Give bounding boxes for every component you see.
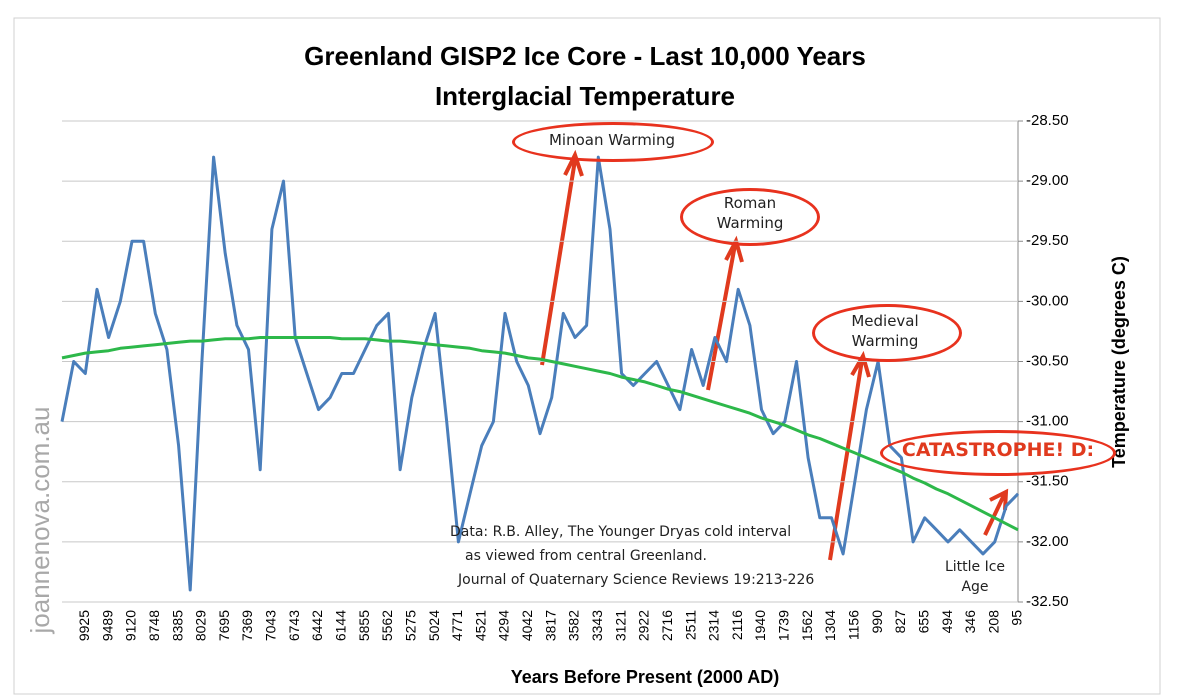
y-tick-label: -32.00 bbox=[1026, 533, 1069, 550]
x-tick-label: 5855 bbox=[356, 610, 372, 641]
annotation: Roman Warming bbox=[716, 194, 784, 232]
x-tick-label: 1739 bbox=[776, 610, 792, 641]
x-tick-label: 3817 bbox=[542, 610, 558, 641]
x-tick-label: 7043 bbox=[263, 610, 279, 641]
series-line bbox=[61, 336, 1019, 532]
x-tick-label: 4042 bbox=[519, 610, 535, 641]
y-tick-label: -29.50 bbox=[1026, 232, 1069, 249]
x-tick-label: 5562 bbox=[379, 610, 395, 641]
y-tick-label: -31.50 bbox=[1026, 473, 1069, 490]
x-tick-label: 3343 bbox=[589, 610, 605, 641]
y-tick-label: -28.50 bbox=[1026, 112, 1069, 129]
watermark: joannenova.com.au bbox=[25, 407, 55, 635]
y-tick-label: -32.50 bbox=[1026, 593, 1069, 610]
series-line bbox=[60, 155, 1020, 592]
annotation: CATASTROPHE! D: bbox=[901, 439, 1095, 461]
x-tick-label: 5024 bbox=[426, 610, 442, 641]
x-tick-label: 1562 bbox=[799, 610, 815, 641]
x-tick-label: 6743 bbox=[286, 610, 302, 641]
x-tick-label: 8029 bbox=[193, 610, 209, 641]
chart-title: Greenland GISP2 Ice Core - Last 10,000 Y… bbox=[304, 41, 866, 71]
x-tick-label: 6144 bbox=[333, 610, 349, 641]
annotation: Medieval Warming bbox=[851, 312, 919, 350]
x-tick-label: 6442 bbox=[309, 610, 325, 641]
y-tick-label: -29.00 bbox=[1026, 172, 1069, 189]
annotation: Little Ice Age bbox=[944, 559, 1006, 595]
y-axis-title: Temperature (degrees C) bbox=[1109, 256, 1129, 468]
x-tick-label: 2922 bbox=[636, 610, 652, 641]
x-axis-title: Years Before Present (2000 AD) bbox=[511, 667, 779, 687]
x-tick-label: 9489 bbox=[99, 610, 115, 641]
x-tick-label: 1940 bbox=[752, 610, 768, 641]
annotation-oval bbox=[680, 188, 820, 246]
x-tick-label: 827 bbox=[892, 610, 908, 634]
x-tick-label: 5275 bbox=[402, 610, 418, 641]
x-tick-label: 208 bbox=[985, 610, 1001, 634]
x-tick-label: 3121 bbox=[612, 610, 628, 641]
x-tick-label: 3582 bbox=[566, 610, 582, 641]
frame bbox=[13, 17, 1161, 695]
x-tick-label: 95 bbox=[1009, 610, 1025, 626]
x-tick-label: 990 bbox=[869, 610, 885, 634]
x-tick-label: 1304 bbox=[822, 610, 838, 641]
x-tick-label: 4521 bbox=[472, 610, 488, 641]
x-tick-label: 4771 bbox=[449, 610, 465, 641]
x-tick-label: 7695 bbox=[216, 610, 232, 641]
x-tick-label: 346 bbox=[962, 610, 978, 634]
x-tick-label: 494 bbox=[939, 610, 955, 634]
y-tick-label: -30.50 bbox=[1026, 352, 1069, 369]
annotation-oval bbox=[880, 430, 1116, 476]
x-tick-label: 4294 bbox=[496, 610, 512, 641]
note-line: Data: R.B. Alley, The Younger Dryas cold… bbox=[450, 524, 792, 540]
x-tick-label: 2716 bbox=[659, 610, 675, 641]
x-tick-label: 2511 bbox=[682, 610, 698, 640]
x-tick-label: 655 bbox=[915, 610, 931, 634]
annotation-oval bbox=[512, 122, 714, 162]
x-tick-label: 8748 bbox=[146, 610, 162, 641]
annotation: Minoan Warming bbox=[548, 131, 676, 149]
x-tick-label: 2116 bbox=[729, 610, 745, 640]
y-tick-label: -31.00 bbox=[1026, 413, 1069, 430]
x-tick-label: 9925 bbox=[76, 610, 92, 641]
x-tick-label: 8385 bbox=[169, 610, 185, 641]
x-tick-label: 2314 bbox=[706, 610, 722, 641]
note-line: Journal of Quaternary Science Reviews 19… bbox=[458, 572, 815, 588]
x-tick-label: 1156 bbox=[845, 610, 861, 640]
x-tick-label: 9120 bbox=[123, 610, 139, 641]
chart-subtitle: Interglacial Temperature bbox=[435, 81, 735, 111]
x-tick-label: 7369 bbox=[239, 610, 255, 641]
note-line: as viewed from central Greenland. bbox=[465, 548, 707, 564]
y-tick-label: -30.00 bbox=[1026, 292, 1069, 309]
annotation-oval bbox=[812, 304, 962, 362]
